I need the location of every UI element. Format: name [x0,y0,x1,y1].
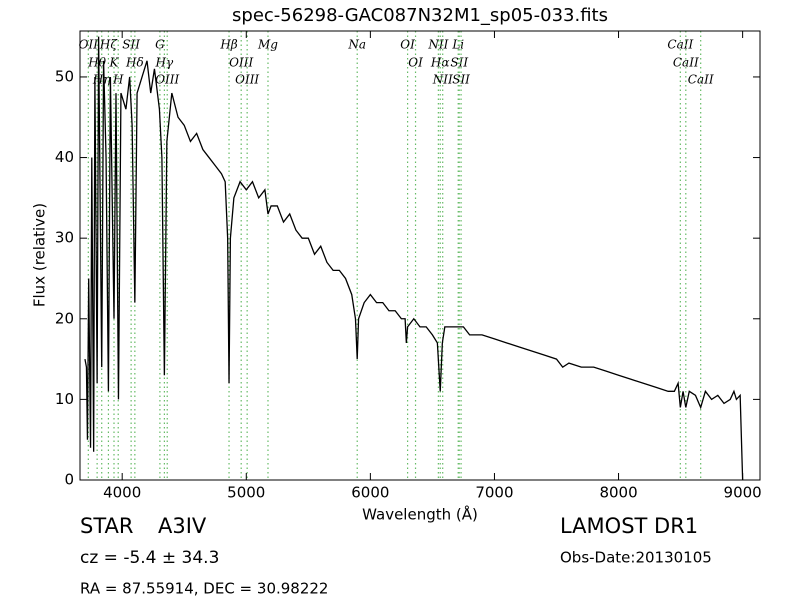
spectral-line-label: OI [408,56,423,70]
spectral-line-label: NII [432,73,453,87]
spectral-line-label: CaII [673,56,699,70]
coordinates: RA = 87.55914, DEC = 30.98222 [80,580,328,598]
spectral-line-label: SII [122,38,140,52]
plot-frame [79,30,761,481]
object-class: STAR [80,514,133,538]
spectral-line-label: Mg [257,38,278,52]
y-tick-label: 40 [55,148,74,166]
spectral-line-label: Hβ [219,38,237,52]
spectral-line-label: Na [347,38,366,52]
obs-date: Obs-Date:20130105 [560,549,712,567]
y-tick-label: 0 [64,471,74,489]
spectral-line-label: OIII [155,73,179,87]
spectral-line-label: K [109,56,120,70]
x-tick-label: 8000 [599,484,637,502]
spectral-line-label: Hδ [125,56,144,70]
spectral-line-label: Hγ [155,56,174,70]
y-tick-label: 30 [55,229,74,247]
spectral-line-label: OIII [229,56,253,70]
x-tick-label: 7000 [475,484,513,502]
spectral-line-label: OIII [235,73,259,87]
y-tick-label: 20 [55,309,74,327]
survey: LAMOST DR1 [560,514,698,538]
chart-title: spec-56298-GAC087N32M1_sp05-033.fits [232,5,608,26]
velocity: cz = -5.4 ± 34.3 [80,548,219,568]
x-tick-label: 5000 [227,484,265,502]
spectral-line-label: SII [450,56,468,70]
x-tick-label: 9000 [724,484,762,502]
y-tick-label: 10 [55,390,74,408]
spectral-line-label: CaII [667,38,693,52]
spectral-line-label: SII [452,73,470,87]
spectrum-line [84,36,744,480]
spectral-line-label: NII [427,38,448,52]
spectral-line-label: Li [451,38,464,52]
x-tick-label: 6000 [351,484,389,502]
x-axis-label: Wavelength (Å) [362,505,478,524]
spectral-line-label: H [112,73,124,87]
spectral-line-label: Hζ [99,38,118,52]
spectral-line-label: OII [79,38,99,52]
subclass: A3IV [158,514,207,538]
spectral-line-label: CaII [688,73,714,87]
spectral-line-label: Hα [430,56,450,70]
spectral-line-label: OI [400,38,415,52]
spectral-line-label: Hη [92,73,111,87]
y-tick-label: 50 [55,67,74,85]
y-axis-label: Flux (relative) [31,203,49,307]
x-tick-label: 4000 [103,484,141,502]
spectral-line-label: G [155,38,165,52]
